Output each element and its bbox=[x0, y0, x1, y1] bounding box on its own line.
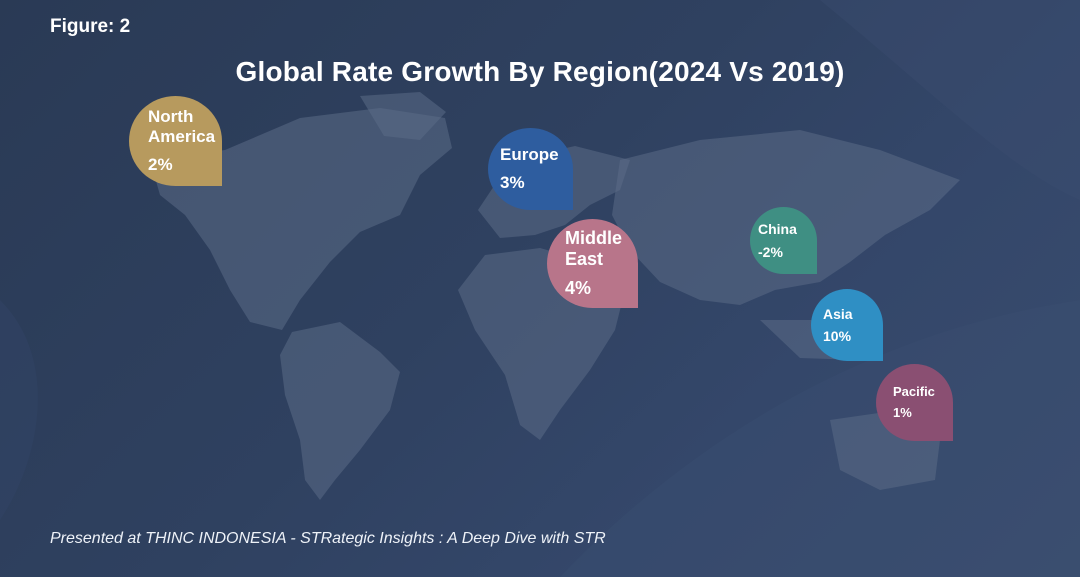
region-label: Pacific bbox=[893, 383, 935, 399]
value-label: 1% bbox=[893, 405, 912, 421]
region-label: Europe bbox=[500, 145, 559, 165]
region-label: North America bbox=[148, 107, 216, 146]
pin-north-america: North America 2% bbox=[129, 96, 222, 186]
region-label: Middle East bbox=[565, 228, 622, 269]
value-label: 3% bbox=[500, 172, 525, 192]
value-label: -2% bbox=[758, 243, 783, 260]
south-america-landmass bbox=[280, 322, 400, 500]
figure-label: Figure: 2 bbox=[50, 16, 131, 37]
value-label: 2% bbox=[148, 154, 173, 174]
presentation-caption: Presented at THINC INDONESIA - STRategic… bbox=[50, 530, 606, 547]
region-label: China bbox=[758, 221, 797, 238]
value-label: 10% bbox=[823, 328, 852, 345]
region-label: Asia bbox=[823, 305, 853, 322]
value-label: 4% bbox=[565, 277, 592, 298]
pin-europe: Europe 3% bbox=[488, 128, 573, 210]
greenland-landmass bbox=[360, 92, 446, 140]
pin-asia: Asia 10% bbox=[811, 289, 883, 361]
pin-pacific: Pacific 1% bbox=[876, 364, 953, 441]
north-america-landmass bbox=[150, 108, 452, 330]
pin-middle-east: Middle East 4% bbox=[547, 219, 638, 308]
chart-title: Global Rate Growth By Region(2024 Vs 201… bbox=[235, 56, 845, 87]
pin-china: China -2% bbox=[750, 207, 817, 274]
